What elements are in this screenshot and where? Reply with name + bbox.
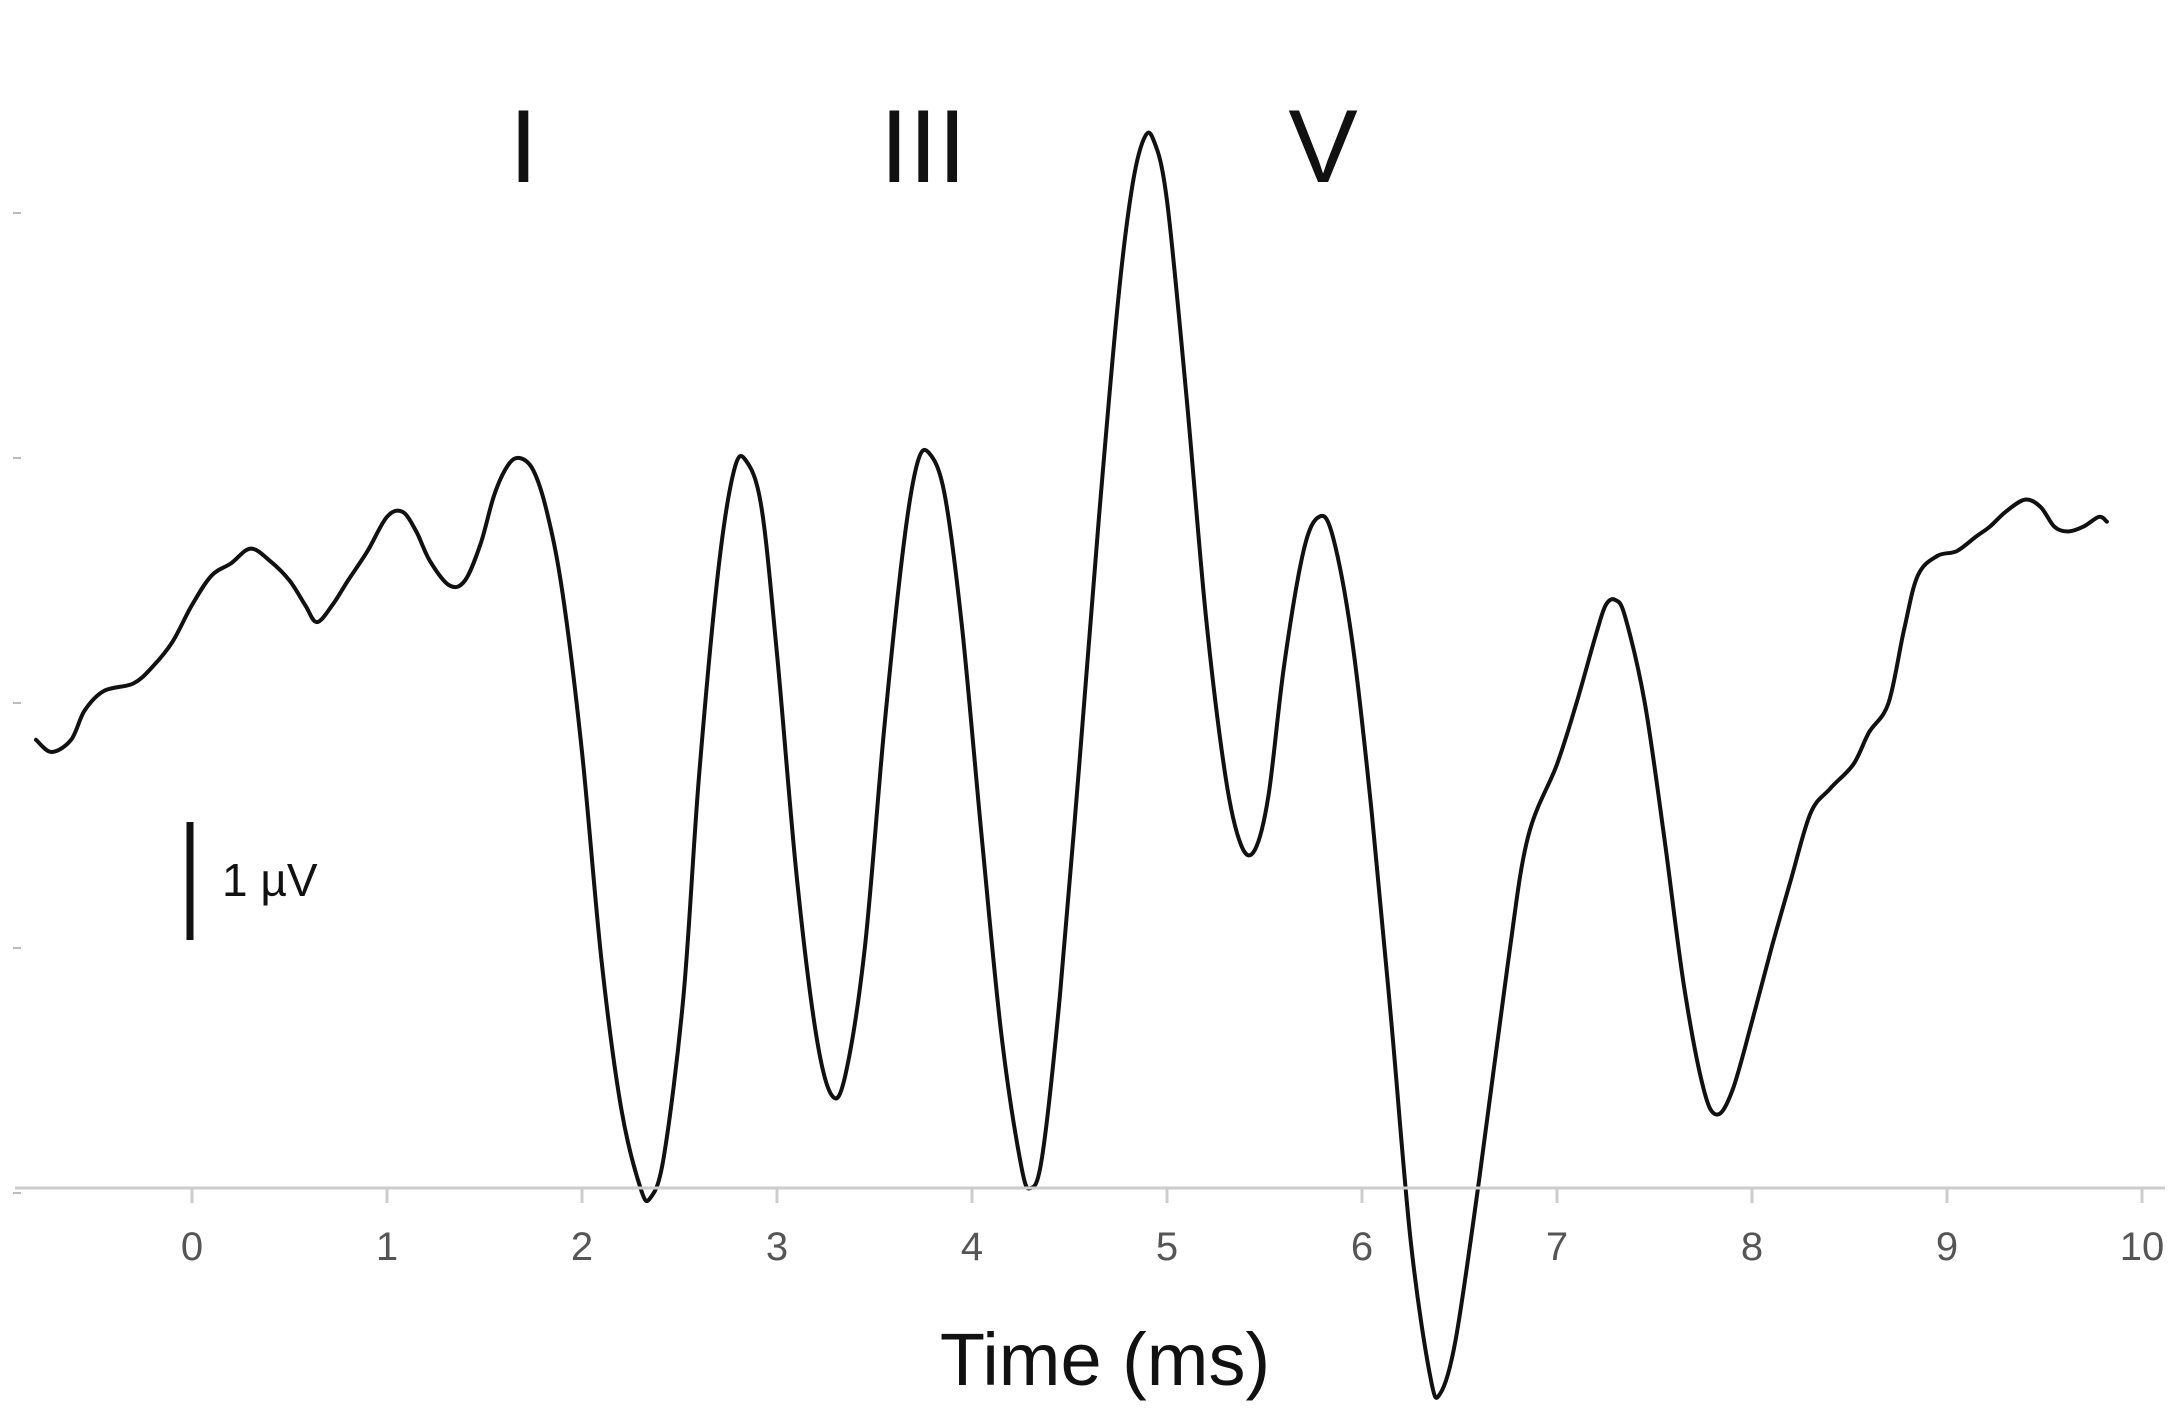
peak-labels: I III V xyxy=(509,89,1358,205)
x-tick-label: 7 xyxy=(1546,1225,1568,1269)
x-tick-label: 5 xyxy=(1156,1225,1178,1269)
peak-label: I xyxy=(509,89,538,205)
x-tick-label: 2 xyxy=(571,1225,593,1269)
x-tick-label: 10 xyxy=(2120,1225,2165,1269)
scale-bar: 1 µV xyxy=(186,822,318,940)
x-tick-label: 1 xyxy=(376,1225,398,1269)
x-axis-ticks: 0 1 2 3 4 5 6 7 8 9 10 xyxy=(181,1188,2164,1269)
x-tick-label: 6 xyxy=(1351,1225,1373,1269)
x-tick-label: 0 xyxy=(181,1225,203,1269)
peak-label: V xyxy=(1288,89,1357,205)
y-axis-ticks xyxy=(13,212,21,1194)
waveform-line xyxy=(34,130,2109,1400)
x-tick-label: 4 xyxy=(961,1225,983,1269)
peak-label: III xyxy=(880,89,967,205)
x-tick-label: 9 xyxy=(1936,1225,1958,1269)
scale-bar-label: 1 µV xyxy=(222,854,318,906)
x-axis-title: Time (ms) xyxy=(940,1318,1270,1401)
x-tick-label: 3 xyxy=(766,1225,788,1269)
x-tick-label: 8 xyxy=(1741,1225,1763,1269)
